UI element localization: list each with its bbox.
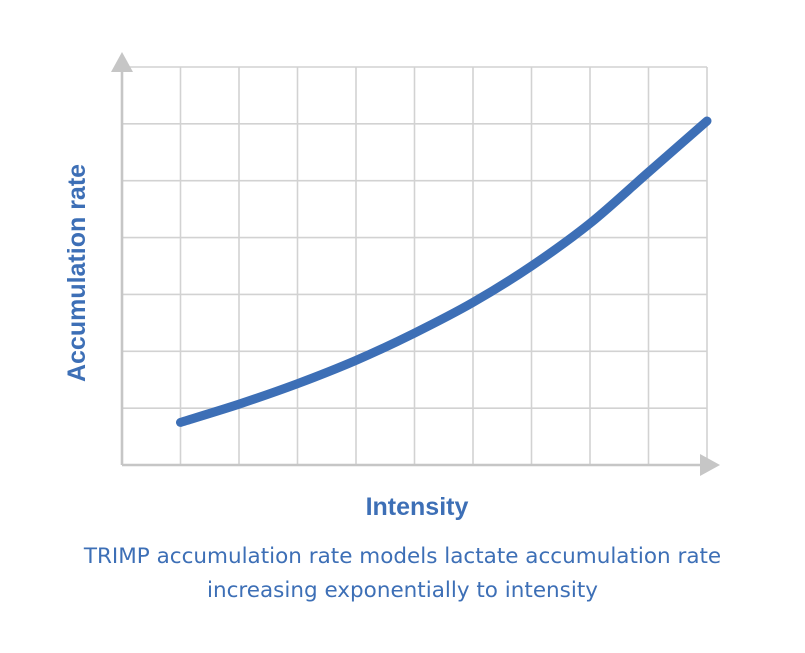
axes (111, 52, 720, 476)
chart: Intensity Accumulation rate (63, 52, 720, 521)
caption-line-1: TRIMP accumulation rate models lactate a… (83, 544, 722, 569)
exponential-curve (176, 116, 712, 427)
y-axis-arrow-icon (111, 52, 133, 72)
y-axis-label: Accumulation rate (63, 164, 91, 382)
caption-line-2: increasing exponentially to intensity (206, 578, 599, 603)
grid (122, 66, 708, 465)
x-axis-label: Intensity (366, 493, 469, 521)
x-axis-arrow-icon (700, 454, 720, 476)
caption: TRIMP accumulation rate models lactate a… (0, 540, 805, 608)
